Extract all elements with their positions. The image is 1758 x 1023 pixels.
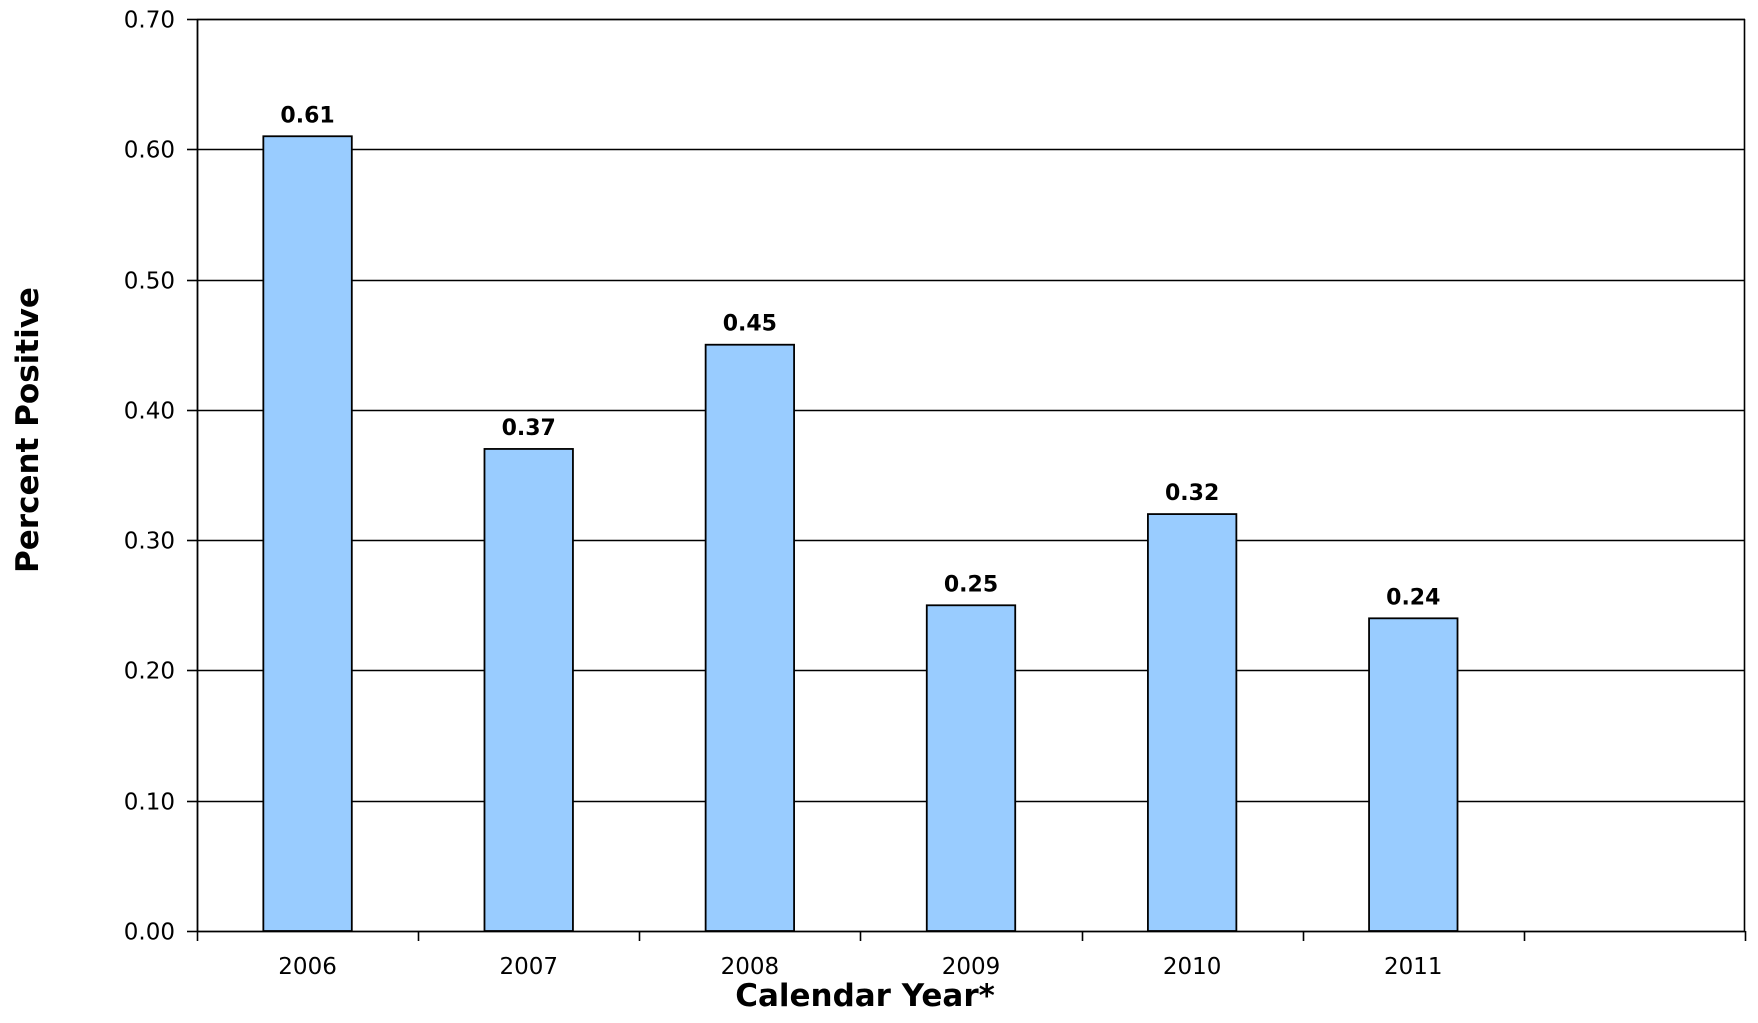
y-tick-label: 0.50: [124, 269, 175, 295]
data-labels: 0.61 0.37 0.45 0.25 0.32 0.24: [280, 103, 1440, 610]
bar-2011: [1368, 617, 1459, 932]
bar-2009: [925, 604, 1017, 932]
data-label: 0.24: [1386, 585, 1440, 610]
x-tick-label: 2009: [942, 954, 1001, 980]
x-axis-title: Calendar Year*: [735, 978, 995, 1014]
x-tick-label: 2008: [721, 954, 780, 980]
data-label: 0.25: [944, 572, 998, 597]
x-tick-label: 2006: [278, 954, 337, 980]
y-axis-title: Percent Positive: [10, 287, 46, 573]
x-tick-label: 2011: [1384, 954, 1443, 980]
y-tick-label: 0.60: [124, 138, 175, 164]
data-label: 0.45: [723, 312, 777, 337]
data-label: 0.32: [1165, 481, 1219, 506]
bar-2007: [483, 448, 574, 932]
x-tick-label: 2007: [499, 954, 558, 980]
x-tick-label: 2010: [1163, 954, 1222, 980]
y-tick-label: 0.40: [124, 399, 175, 425]
bar-2010: [1147, 513, 1238, 932]
data-label: 0.37: [502, 416, 556, 441]
bars: [262, 135, 1459, 932]
x-tick-labels: 2006 2007 2008 2009 2010 2011: [278, 954, 1442, 980]
data-label: 0.61: [280, 103, 334, 128]
y-tick-label: 0.00: [124, 920, 175, 946]
y-tick-label: 0.20: [124, 659, 175, 685]
axes: [187, 18, 1747, 941]
y-tick-label: 0.30: [124, 529, 175, 555]
y-tick-label: 0.70: [124, 8, 175, 34]
bar-2008: [704, 343, 795, 932]
y-tick-label: 0.10: [124, 790, 175, 816]
bar-2006: [262, 135, 353, 932]
y-tick-labels: 0.00 0.10 0.20 0.30 0.40 0.50 0.60 0.70: [124, 8, 175, 946]
